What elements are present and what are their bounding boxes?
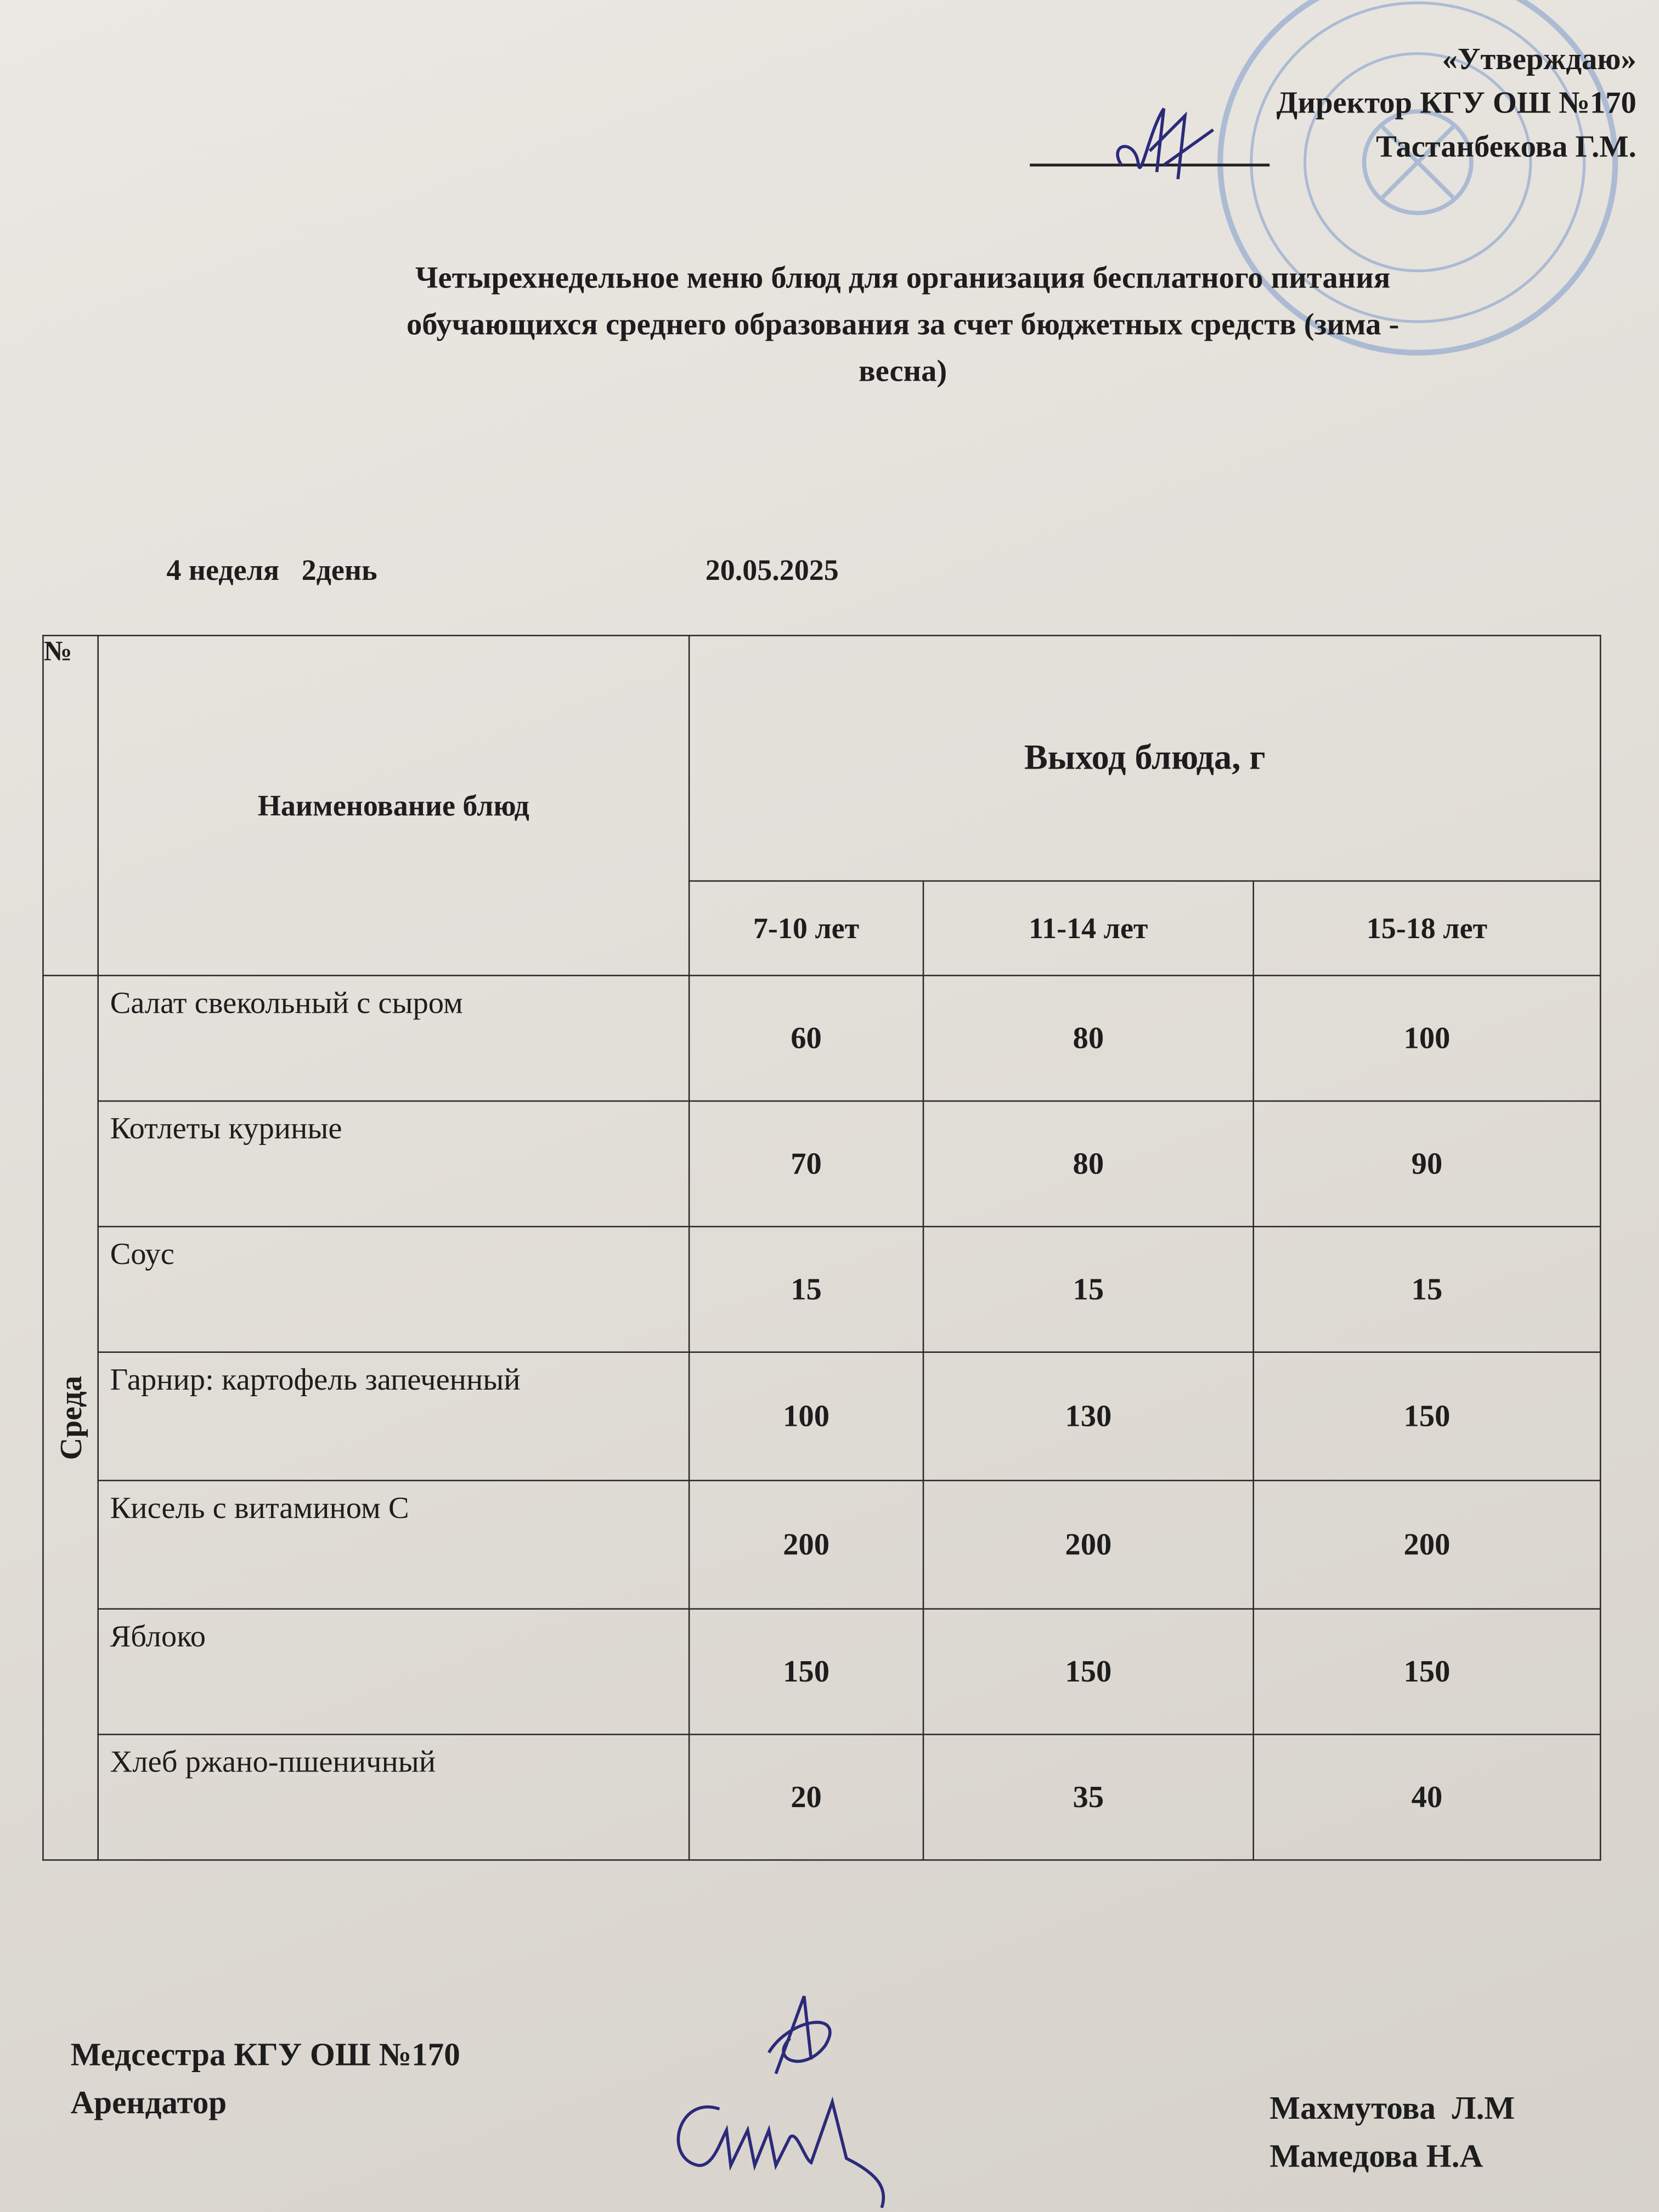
title-line: весна) xyxy=(859,352,947,388)
approval-position: Директор КГУ ОШ №170 xyxy=(1276,84,1637,120)
portion-value: 150 xyxy=(1252,1351,1601,1481)
age-header: 11-14 лет xyxy=(922,880,1254,977)
dish-name: Котлеты куриные xyxy=(97,1100,690,1228)
portion-value: 150 xyxy=(922,1608,1254,1735)
dish-name: Соус xyxy=(97,1226,690,1353)
dish-name: Яблоко xyxy=(97,1608,690,1735)
portion-value: 15 xyxy=(1252,1226,1601,1353)
footer-right: Махмутова Л.М Мамедова Н.А xyxy=(1269,2085,1515,2181)
document-title: Четырехнедельное меню блюд для организац… xyxy=(170,254,1637,394)
nurse-label: Медсестра КГУ ОШ №170 xyxy=(70,2037,460,2073)
dish-name: Хлеб ржано-пшеничный xyxy=(97,1734,690,1861)
portion-value: 100 xyxy=(688,1351,924,1481)
portion-value: 80 xyxy=(922,1100,1254,1228)
director-signature xyxy=(1116,108,1215,179)
day-label: Среда xyxy=(43,975,98,1860)
approval-name: Тастанбекова Г.М. xyxy=(1376,128,1637,164)
output-header: Выход блюда, г xyxy=(688,635,1601,882)
week-day: 4 неделя 2день xyxy=(166,552,377,587)
portion-value: 35 xyxy=(922,1734,1254,1861)
portion-value: 150 xyxy=(1252,1608,1601,1735)
nurse-name: Махмутова Л.М xyxy=(1269,2090,1515,2126)
portion-value: 20 xyxy=(688,1734,924,1861)
menu-date: 20.05.2025 xyxy=(705,552,839,587)
age-header: 7-10 лет xyxy=(688,880,924,977)
portion-value: 80 xyxy=(922,974,1254,1102)
footer-left: Медсестра КГУ ОШ №170 Арендатор xyxy=(71,2032,460,2128)
portion-value: 70 xyxy=(688,1100,924,1228)
portion-value: 40 xyxy=(1252,1734,1601,1861)
signature-line xyxy=(1030,163,1270,167)
approval-heading: «Утверждаю» xyxy=(1442,41,1637,76)
footer-signatures xyxy=(676,1995,885,2209)
tenant-name: Мамедова Н.А xyxy=(1269,2138,1483,2174)
age-header-row: 7-10 лет 11-14 лет 15-18 лет xyxy=(43,880,1601,977)
dish-name: Кисель с витамином С xyxy=(97,1480,690,1610)
title-line: обучающихся среднего образования за счет… xyxy=(407,306,1400,342)
num-header: № xyxy=(42,635,99,977)
table-row: Кисель с витамином С 200 200 200 xyxy=(43,1480,1601,1610)
name-header: Наименование блюд xyxy=(97,635,690,977)
portion-value: 200 xyxy=(922,1480,1254,1610)
table-row: Яблоко 150 150 150 xyxy=(43,1608,1601,1735)
table-row: Среда Салат свекольный с сыром 60 80 100 xyxy=(43,974,1601,1860)
table-row: Соус 15 15 15 xyxy=(43,1226,1601,1353)
portion-value: 200 xyxy=(1252,1480,1601,1610)
table-row: Хлеб ржано-пшеничный 20 35 40 xyxy=(43,1734,1601,1861)
tenant-label: Арендатор xyxy=(70,2085,227,2120)
portion-value: 130 xyxy=(922,1351,1254,1481)
table-header-row: № Наименование блюд Выход блюда, г xyxy=(42,635,1601,977)
portion-value: 100 xyxy=(1252,974,1601,1102)
dish-name: Салат свекольный с сыром xyxy=(97,974,690,1102)
portion-value: 90 xyxy=(1252,1100,1601,1228)
age-header: 15-18 лет xyxy=(1252,880,1601,977)
portion-value: 15 xyxy=(922,1226,1254,1353)
table-row: Гарнир: картофель запеченный 100 130 150 xyxy=(43,1351,1601,1481)
portion-value: 60 xyxy=(688,974,924,1102)
approval-block: «Утверждаю» Директор КГУ ОШ №170 Тастанб… xyxy=(1277,37,1637,168)
table-row: Котлеты куриные 70 80 90 xyxy=(43,1100,1601,1228)
portion-value: 150 xyxy=(688,1608,924,1735)
official-stamp xyxy=(1217,0,1618,356)
portion-value: 200 xyxy=(688,1480,924,1610)
portion-value: 15 xyxy=(688,1226,924,1353)
menu-table: № Наименование блюд Выход блюда, г 7-10 … xyxy=(42,635,1601,1861)
dish-name: Гарнир: картофель запеченный xyxy=(97,1351,690,1481)
title-line: Четырехнедельное меню блюд для организац… xyxy=(415,259,1391,295)
